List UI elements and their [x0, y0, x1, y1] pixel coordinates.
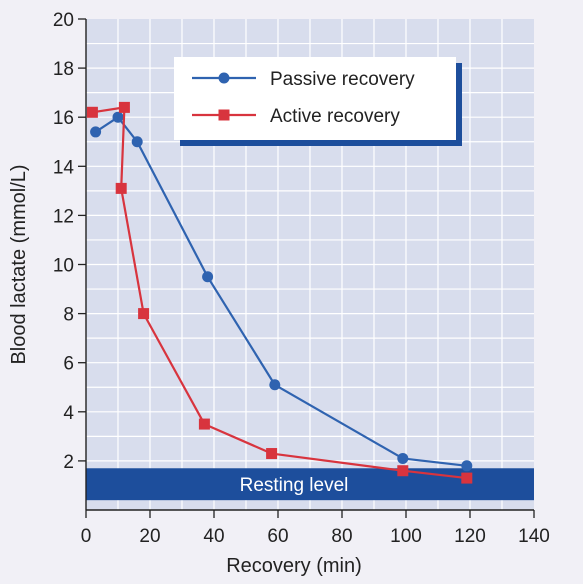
y-tick-label: 14 [53, 157, 75, 178]
x-tick-label: 60 [267, 526, 288, 547]
x-tick-label: 80 [331, 526, 352, 547]
x-tick-label: 40 [203, 526, 224, 547]
resting-level-label: Resting level [240, 475, 349, 496]
x-axis-title: Recovery (min) [226, 555, 362, 577]
x-tick-label: 120 [454, 526, 486, 547]
data-point-passive [202, 271, 214, 283]
legend-marker-passive [218, 72, 230, 84]
y-tick-label: 20 [53, 10, 74, 31]
data-point-passive [90, 126, 102, 138]
x-tick-label: 0 [81, 526, 92, 547]
y-tick-label: 16 [53, 108, 74, 129]
x-tick-label: 140 [518, 526, 550, 547]
x-tick-label: 20 [139, 526, 160, 547]
data-point-passive [112, 111, 124, 123]
y-tick-label: 6 [63, 354, 74, 375]
legend-label: Active recovery [270, 106, 400, 127]
resting-level-band [86, 468, 534, 501]
y-tick-label: 12 [53, 206, 74, 227]
data-point-active [86, 106, 98, 118]
data-point-active [115, 182, 127, 194]
series-line-active [92, 106, 467, 480]
data-point-active [461, 472, 473, 484]
data-point-active [138, 308, 150, 320]
y-tick-label: 2 [63, 452, 74, 473]
y-tick-label: 4 [63, 403, 74, 424]
y-axis-title: Blood lactate (mmol/L) [8, 164, 30, 364]
y-tick-label: 10 [53, 256, 74, 277]
data-point-active [397, 465, 409, 477]
data-point-passive [131, 136, 143, 148]
data-point-passive [461, 460, 473, 472]
y-tick-label: 8 [63, 305, 74, 326]
y-tick-label: 18 [53, 59, 74, 80]
data-point-passive [269, 379, 281, 391]
data-point-passive [397, 452, 409, 464]
data-point-active [118, 101, 130, 113]
data-point-active [198, 418, 210, 430]
legend-marker-active [218, 109, 230, 121]
data-point-active [266, 448, 278, 460]
x-tick-label: 100 [390, 526, 422, 547]
legend-label: Passive recovery [270, 69, 415, 90]
legend-box [174, 57, 456, 140]
